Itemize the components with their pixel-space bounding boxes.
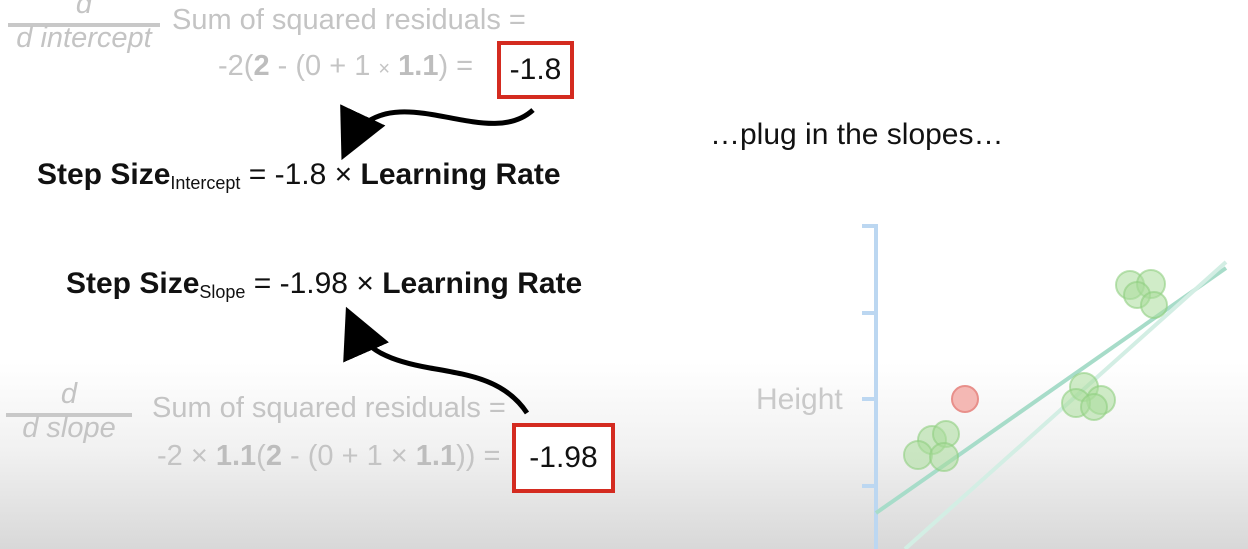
arrow-to-intercept-step bbox=[340, 104, 535, 161]
expr-bold: 2 bbox=[265, 440, 282, 472]
plot-y-axis bbox=[862, 224, 878, 549]
expr-part: ( bbox=[256, 440, 266, 472]
expr-part: -2 × bbox=[157, 440, 216, 472]
step-size-intercept-equation: Step SizeIntercept = -1.8 × Learning Rat… bbox=[37, 158, 561, 194]
caption-text: …plug in the slopes… bbox=[710, 118, 1004, 151]
fraction-numerator: d bbox=[60, 378, 78, 410]
expr-part: ) = bbox=[438, 50, 474, 82]
intercept-derivative-expression: -2(2 - (0 + 1 × 1.1) = bbox=[218, 50, 473, 83]
intercept-sum-residuals-label: Sum of squared residuals = bbox=[172, 4, 526, 36]
expr-part: )) = bbox=[456, 440, 501, 472]
expr-bold: 1.1 bbox=[398, 50, 439, 82]
step-size-label: Step Size bbox=[37, 158, 171, 191]
slope-derivative-expression: -2 × 1.1(2 - (0 + 1 × 1.1)) = bbox=[157, 440, 500, 473]
fraction-denominator: d intercept bbox=[16, 22, 152, 54]
slope-derivative-result-box: -1.98 bbox=[512, 423, 615, 493]
green-data-points bbox=[903, 269, 1168, 472]
step-size-subscript: Intercept bbox=[170, 173, 241, 193]
fraction-denominator: d slope bbox=[22, 412, 116, 444]
intercept-derivative-result: -1.8 bbox=[509, 53, 562, 86]
step-size-label: Step Size bbox=[66, 267, 200, 300]
learning-rate-label: Learning Rate bbox=[360, 158, 561, 191]
expr-bold: 1.1 bbox=[215, 440, 257, 472]
slope-derivative-fraction: d d slope bbox=[6, 378, 132, 445]
expr-bold: 2 bbox=[253, 50, 270, 82]
expr-bold: 1.1 bbox=[415, 440, 457, 472]
expr-part: - (0 + 1 × bbox=[281, 440, 416, 472]
arrow-to-slope-step bbox=[343, 306, 530, 415]
slope-derivative-result: -1.98 bbox=[529, 441, 598, 474]
intercept-derivative-result-box: -1.8 bbox=[497, 41, 574, 99]
expr-times: × bbox=[378, 58, 391, 80]
step-size-middle: = -1.8 × bbox=[240, 158, 361, 191]
fraction-bar bbox=[8, 23, 160, 27]
slope-sum-residuals-label: Sum of squared residuals = bbox=[152, 392, 506, 424]
step-size-middle: = -1.98 × bbox=[245, 267, 383, 300]
fraction-numerator: d bbox=[75, 0, 93, 20]
expr-part: -2( bbox=[218, 50, 254, 82]
fraction-bar bbox=[6, 413, 132, 417]
learning-rate-label: Learning Rate bbox=[382, 267, 583, 300]
step-size-slope-equation: Step SizeSlope = -1.98 × Learning Rate bbox=[66, 267, 582, 303]
step-size-subscript: Slope bbox=[199, 282, 246, 302]
fit-line bbox=[874, 266, 1228, 515]
red-data-point bbox=[951, 385, 979, 413]
intercept-derivative-fraction: d d intercept bbox=[8, 0, 160, 55]
y-axis-label: Height bbox=[756, 383, 843, 416]
expr-part: - (0 + 1 bbox=[269, 50, 379, 82]
